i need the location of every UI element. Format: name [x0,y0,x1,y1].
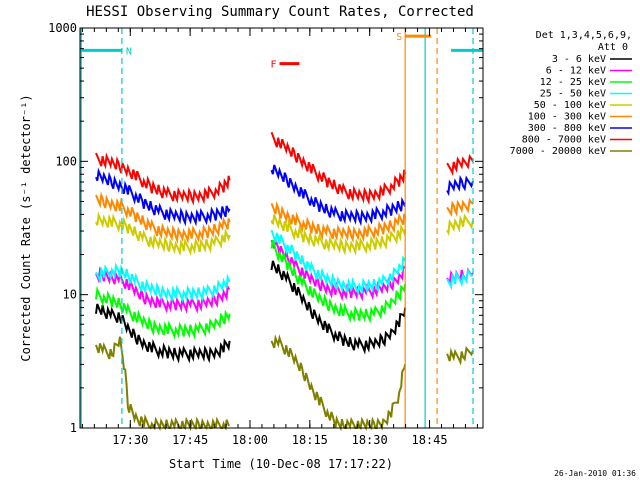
series-line [95,152,231,206]
axis-layer: 1 10 100 1000 17:30 17:45 18:00 18:15 18:30 18:45 [48,21,483,447]
series-5 [95,211,474,257]
legend-label-6: 100 - 300 keV [528,112,606,123]
y-tick-label: 1000 [48,21,77,35]
series-6 [95,191,474,244]
legend-label-5: 50 - 100 keV [534,100,606,111]
x-tick-label: 17:30 [112,433,148,447]
series-line [95,303,231,364]
x-tick-label: 17:45 [172,433,208,447]
legend-header-line-2: Att 0 [598,42,628,53]
series-line [270,239,406,302]
legend-label-8: 800 - 7000 keV [522,135,606,146]
series-line [95,211,231,257]
series-line [270,200,407,243]
series-line [446,345,474,366]
series-line [95,262,231,304]
x-tick-label: 18:30 [352,433,388,447]
series-line [95,191,231,244]
legend-label-1: 3 - 6 keV [552,54,606,65]
series-line [95,266,231,315]
marker-layer [80,28,474,428]
series-layer [95,131,474,432]
series-line [270,334,407,432]
legend-label-7: 300 - 800 keV [528,123,606,134]
x-tick-label: 18:00 [232,433,268,447]
series-line [270,164,407,227]
series-line [270,229,407,297]
series-9 [95,334,474,432]
series-1 [95,260,407,364]
y-tick-label: 1 [70,421,77,435]
annotation-label-n: N [126,46,132,57]
series-3 [95,239,407,340]
footer-date: 26-Jan-2010 01:36 [554,469,636,478]
series-line [270,214,407,256]
y-tick-label: 100 [55,154,77,168]
legend-label-9: 7000 - 20000 keV [510,146,606,157]
series-line [446,268,474,291]
x-tick-label: 18:15 [292,433,328,447]
series-line [270,131,407,205]
series-7 [95,164,474,227]
series-line [270,239,407,324]
series-line [446,153,474,177]
y-axis-label: Corrected Count Rate (s⁻¹ detector⁻¹) [19,94,33,361]
plot-frame [79,27,484,429]
y-tick-label: 10 [63,288,77,302]
series-line [446,197,474,217]
series-line [270,260,407,355]
annotation-label-f: F [271,60,277,71]
annotation-label-s: S [396,32,402,43]
series-line [95,167,231,227]
series-line [446,174,474,197]
series-line [95,285,231,340]
legend-label-4: 25 - 50 keV [540,89,606,100]
x-tick-label: 18:45 [411,433,447,447]
series-8 [95,131,474,206]
annotation-layer: N F S [80,32,483,71]
series-line [446,213,474,237]
legend-header-line-1: Det 1,3,4,5,6,9, [536,30,632,41]
x-axis-label: Start Time (10-Dec-08 17:17:22) [169,457,393,471]
legend-label-2: 6 - 12 keV [546,66,606,77]
chart-title: HESSI Observing Summary Count Rates, Cor… [86,4,474,20]
series-4 [95,229,474,304]
series-line [95,336,230,432]
legend-label-3: 12 - 25 keV [540,77,606,88]
